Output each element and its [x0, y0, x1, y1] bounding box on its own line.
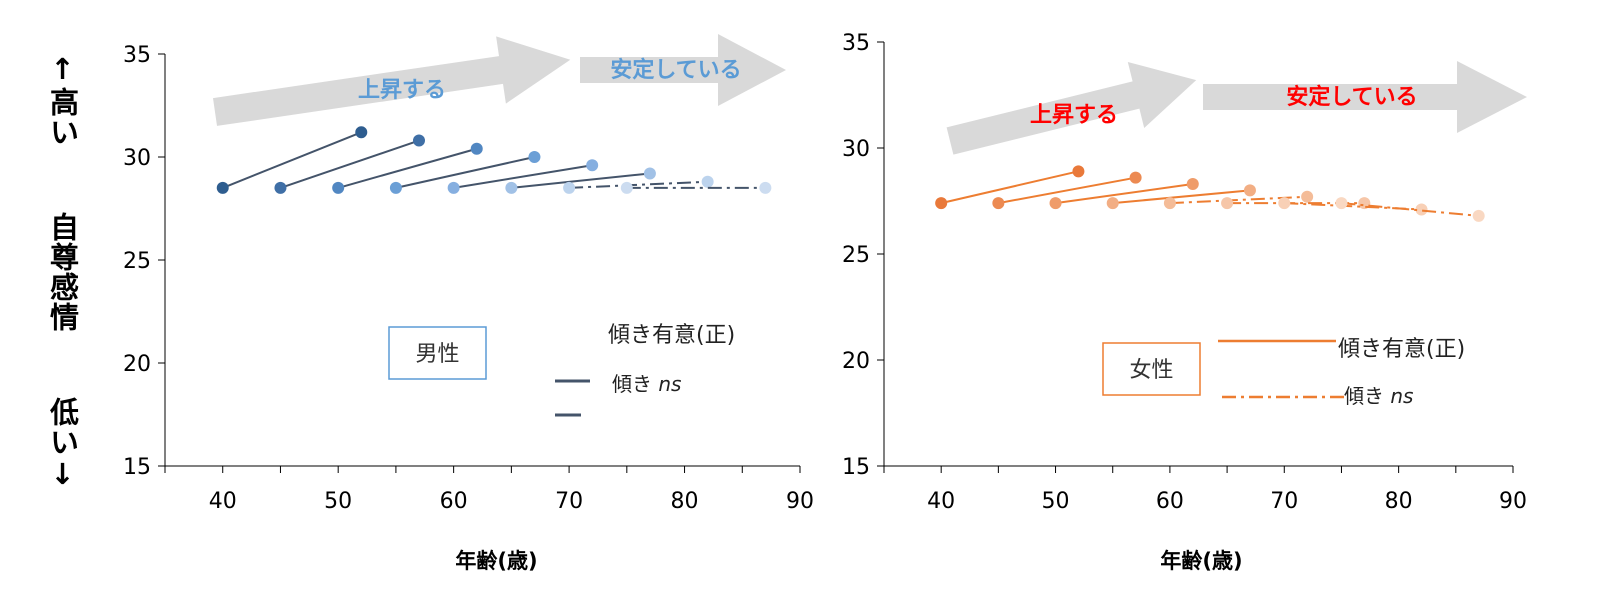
male-x-tick-label: 70 [555, 489, 583, 514]
male-data-point [355, 126, 368, 139]
y-axis-label-high: ↑高い [45, 52, 80, 147]
female-data-point [1072, 165, 1085, 178]
y-axis-label-low: 低い↓ [45, 397, 80, 492]
male-y-tick-label: 15 [123, 455, 151, 480]
male-data-point [447, 181, 460, 194]
male-legend-ns: 傾き ns [612, 372, 681, 396]
female-y-tick-label: 20 [842, 349, 870, 374]
female-legend-ns-italic: ns [1390, 384, 1413, 408]
female-data-point [1415, 203, 1428, 216]
female-data-point [1186, 178, 1199, 191]
male-legend-significant: 傾き有意(正) [608, 323, 735, 348]
female-series-line-1 [940, 170, 1079, 205]
male-data-point [701, 175, 714, 188]
male-arrow-label-1: 上昇する [358, 78, 446, 103]
female-y-tick-label: 30 [842, 137, 870, 162]
female-legend-significant: 傾き有意(正) [1338, 337, 1465, 362]
female-x-tick-label: 80 [1385, 489, 1413, 514]
male-trend-arrow-2 [580, 34, 786, 106]
female-data-point [1301, 190, 1314, 203]
female-legend-ns: 傾き ns [1344, 384, 1413, 408]
male-x-tick-label: 80 [671, 489, 699, 514]
male-series-line-5 [453, 164, 593, 189]
y-axis-label-title: 自尊感情 [45, 212, 80, 332]
y-axis-label: ↑高い 自尊感情 低い↓ [38, 52, 86, 492]
female-x-tick-label: 90 [1499, 489, 1527, 514]
male-series-line-1 [222, 131, 362, 189]
male-series-line-6 [511, 172, 651, 189]
female-data-point [1221, 197, 1234, 210]
female-series-line-3 [1055, 183, 1193, 205]
female-y-tick-label: 15 [842, 455, 870, 480]
male-data-point [563, 181, 576, 194]
male-data-point [505, 181, 518, 194]
female-data-point [1335, 197, 1348, 210]
male-series-line-4 [395, 156, 535, 189]
female-arrow-label-2: 安定している [1286, 84, 1417, 110]
male-x-tick-label: 60 [440, 489, 468, 514]
female-x-tick-label: 50 [1042, 489, 1070, 514]
male-series-line-3 [337, 147, 477, 189]
female-trend-arrow-2 [1203, 61, 1527, 133]
male-arrow-label-2: 安定している [610, 57, 741, 83]
female-data-point [1129, 171, 1142, 184]
male-data-point [274, 181, 287, 194]
female-data-point [1049, 197, 1062, 210]
female-series-line-2 [998, 176, 1136, 205]
male-data-point [389, 181, 402, 194]
male-data-point [216, 181, 229, 194]
male-y-tick-label: 20 [123, 352, 151, 377]
male-y-tick-label: 25 [123, 249, 151, 274]
female-data-point [992, 197, 1005, 210]
male-x-tick-label: 40 [209, 489, 237, 514]
male-x-tick-label: 50 [324, 489, 352, 514]
female-data-point [1472, 209, 1485, 222]
female-data-point [935, 197, 948, 210]
male-data-point [470, 142, 483, 155]
male-label: 男性 [415, 342, 459, 367]
male-trend-arrow-1 [213, 36, 571, 126]
male-data-point [643, 167, 656, 180]
female-series-line-4 [1112, 189, 1251, 205]
female-trend-arrow-1 [946, 62, 1197, 155]
female-x-tick-label: 40 [927, 489, 955, 514]
female-data-point [1106, 197, 1119, 210]
female-data-point [1278, 197, 1291, 210]
female-data-point [1243, 184, 1256, 197]
male-series-line-2 [280, 139, 420, 189]
female-legend-ns-prefix: 傾き [1344, 384, 1390, 408]
female-series-line-8 [1341, 202, 1479, 217]
male-legend-ns-italic: ns [658, 372, 681, 396]
female-label: 女性 [1129, 358, 1173, 383]
female-label-box [1102, 342, 1201, 396]
male-legend-ns-prefix: 傾き [612, 372, 658, 396]
female-x-tick-label: 60 [1156, 489, 1184, 514]
male-y-tick-label: 35 [123, 43, 151, 68]
male-label-box [388, 326, 487, 380]
male-x-axis-title: 年齢(歳) [455, 549, 537, 573]
female-x-axis-title: 年齢(歳) [1160, 549, 1242, 573]
male-data-point [620, 181, 633, 194]
male-data-point [528, 151, 541, 163]
male-data-point [759, 181, 772, 194]
female-data-point [1163, 197, 1176, 210]
male-x-tick-label: 90 [786, 489, 814, 514]
female-arrow-label-1: 上昇する [1030, 103, 1118, 128]
male-y-tick-label: 30 [123, 146, 151, 171]
female-y-tick-label: 35 [842, 31, 870, 56]
male-series-line-7 [569, 180, 708, 189]
female-y-tick-label: 25 [842, 243, 870, 268]
male-data-point [586, 159, 599, 172]
female-x-tick-label: 70 [1270, 489, 1298, 514]
male-data-point [413, 134, 425, 147]
male-data-point [332, 181, 345, 194]
